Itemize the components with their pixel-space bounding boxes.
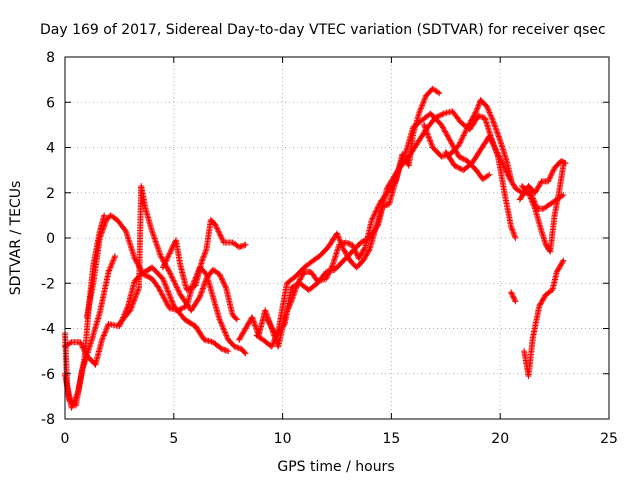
x-tick-label: 0 <box>61 431 70 447</box>
y-axis-label: SDTVAR / TECUs <box>8 181 24 296</box>
data-track <box>521 257 567 379</box>
data-track <box>264 108 519 339</box>
axis-ticks: 0 5 10 15 20 25 -8 -6 -4 -2 0 2 4 6 8 <box>41 50 618 447</box>
y-tick-label: 0 <box>46 231 55 247</box>
y-tick-label: 6 <box>46 95 55 111</box>
data-track <box>159 216 249 293</box>
x-tick-label: 20 <box>491 431 509 447</box>
data-track <box>519 162 567 255</box>
y-tick-label: -8 <box>41 412 55 428</box>
data-track <box>236 85 443 350</box>
x-tick-label: 15 <box>382 431 400 447</box>
y-tick-label: 8 <box>46 50 55 66</box>
x-tick-label: 25 <box>600 431 618 447</box>
y-tick-label: 4 <box>46 141 55 157</box>
x-tick-label: 5 <box>169 431 178 447</box>
data-track <box>116 183 240 327</box>
y-tick-label: -6 <box>41 367 55 383</box>
chart-title: Day 169 of 2017, Sidereal Day-to-day VTE… <box>40 22 606 38</box>
y-tick-label: -2 <box>41 276 55 292</box>
y-tick-label: 2 <box>46 186 55 202</box>
x-axis-label: GPS time / hours <box>277 459 394 475</box>
y-tick-label: -4 <box>41 322 55 338</box>
data-track <box>508 289 519 305</box>
data-track <box>516 158 569 203</box>
x-tick-label: 10 <box>274 431 292 447</box>
data-points <box>62 85 569 411</box>
